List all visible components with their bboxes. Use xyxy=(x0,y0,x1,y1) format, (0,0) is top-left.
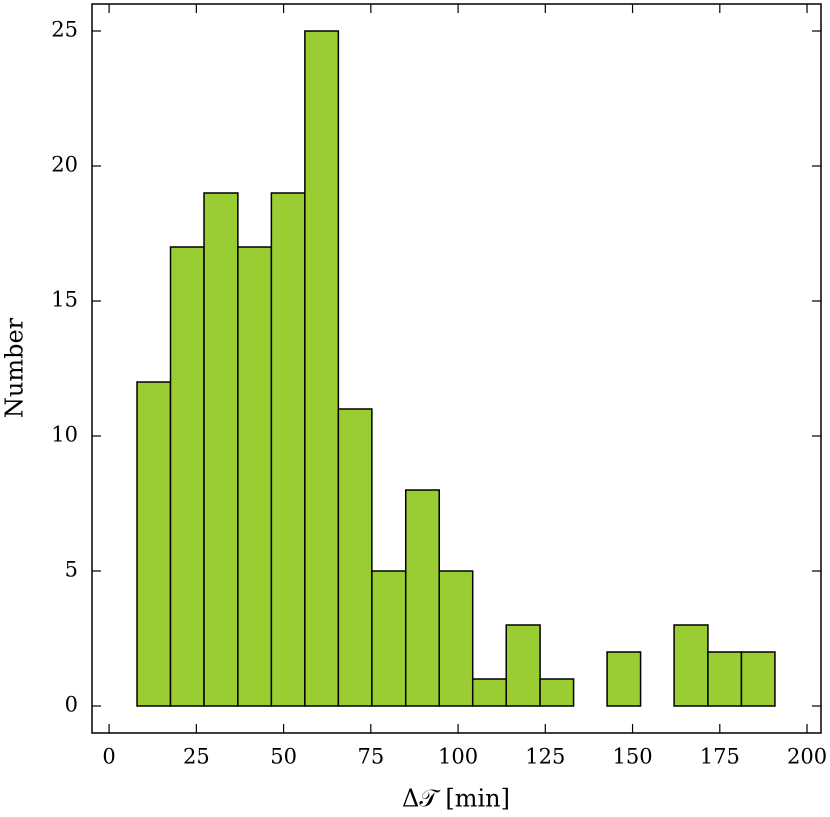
bar xyxy=(237,246,273,707)
bar xyxy=(673,624,709,707)
y-tick-label: 10 xyxy=(51,423,78,447)
bar xyxy=(707,651,743,707)
x-tick-label: 150 xyxy=(613,745,653,769)
x-axis-label: Δ𝒯 [min] xyxy=(402,785,510,813)
bar xyxy=(539,678,575,707)
x-tick-label: 0 xyxy=(102,745,115,769)
bar xyxy=(337,408,373,707)
x-tick-label: 100 xyxy=(438,745,478,769)
x-tick-label: 50 xyxy=(270,745,297,769)
bar xyxy=(740,651,776,707)
x-tick-label: 175 xyxy=(700,745,740,769)
x-tick-label: 25 xyxy=(183,745,210,769)
bar xyxy=(169,246,205,707)
plot-frame xyxy=(91,3,822,734)
bar xyxy=(270,192,306,707)
bar xyxy=(505,624,541,707)
y-tick-label: 25 xyxy=(51,18,78,42)
y-tick-label: 20 xyxy=(51,153,78,177)
bar xyxy=(606,651,642,707)
y-tick-label: 0 xyxy=(65,693,78,717)
x-tick-label: 75 xyxy=(357,745,384,769)
bar xyxy=(438,570,474,707)
bar xyxy=(404,489,440,707)
bar xyxy=(371,570,407,707)
bar xyxy=(136,381,172,707)
y-axis-label: Number xyxy=(1,317,29,418)
x-tick-label: 125 xyxy=(525,745,565,769)
y-tick-label: 5 xyxy=(65,558,78,582)
bar xyxy=(203,192,239,707)
bar xyxy=(304,30,340,707)
bar xyxy=(471,678,507,707)
y-tick-label: 15 xyxy=(51,288,78,312)
x-tick-label: 200 xyxy=(787,745,827,769)
